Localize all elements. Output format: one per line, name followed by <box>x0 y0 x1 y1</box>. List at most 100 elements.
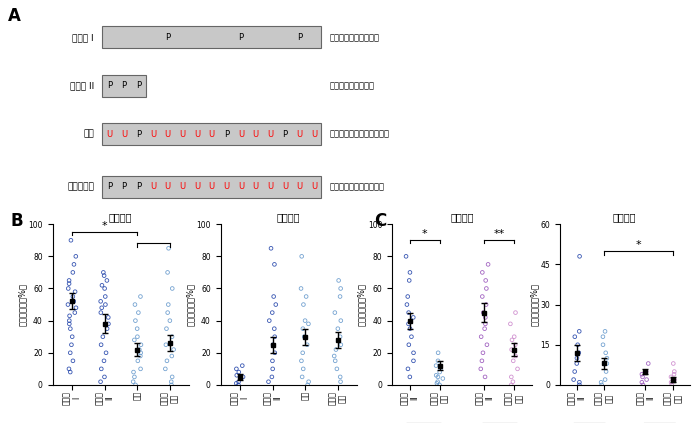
Point <box>130 317 141 324</box>
Point <box>479 325 490 332</box>
Point <box>99 272 110 279</box>
Point <box>69 309 80 316</box>
Point <box>269 261 280 268</box>
Point <box>264 317 275 324</box>
Point <box>160 341 172 348</box>
Point <box>166 382 177 388</box>
Point <box>135 349 146 356</box>
Point <box>476 357 487 364</box>
Bar <box>102 123 321 145</box>
Text: 対照群 II: 対照群 II <box>70 81 94 90</box>
Point <box>135 365 146 372</box>
Text: U: U <box>106 130 112 139</box>
Text: P: P <box>239 33 244 42</box>
Point <box>597 341 608 348</box>
Point <box>134 346 145 353</box>
Text: U: U <box>238 130 244 139</box>
Point <box>668 371 680 378</box>
Point <box>668 368 680 375</box>
Point <box>99 374 110 380</box>
Point <box>408 357 419 364</box>
Point <box>643 360 654 367</box>
Point <box>233 369 244 376</box>
Text: U: U <box>150 130 156 139</box>
Point <box>405 325 416 332</box>
Title: 音の記憶: 音の記憶 <box>109 212 132 222</box>
Point <box>571 360 582 367</box>
Point <box>299 333 310 340</box>
Point <box>64 313 75 319</box>
Point <box>573 349 584 356</box>
Text: U: U <box>311 130 317 139</box>
Text: A: A <box>8 7 21 25</box>
Point <box>475 365 486 372</box>
Point <box>297 374 308 380</box>
Text: U: U <box>253 182 258 192</box>
Text: P: P <box>282 130 288 139</box>
Point <box>162 301 174 308</box>
Point <box>636 371 648 378</box>
Text: U: U <box>194 182 200 192</box>
Text: *: * <box>102 221 107 231</box>
Title: 音の記憶: 音の記憶 <box>450 212 474 222</box>
Text: U: U <box>194 130 200 139</box>
Text: P: P <box>136 81 141 90</box>
Point <box>302 341 313 348</box>
Point <box>480 277 491 284</box>
Point <box>574 253 585 260</box>
Point <box>574 382 585 388</box>
Point <box>135 293 146 300</box>
Point <box>96 305 107 311</box>
Point <box>335 293 346 300</box>
Point <box>335 333 346 340</box>
Point <box>67 293 78 300</box>
Point <box>163 245 174 252</box>
Text: U: U <box>267 182 273 192</box>
Bar <box>102 26 321 48</box>
Point <box>480 374 491 380</box>
Point <box>569 333 580 340</box>
Point <box>636 379 648 386</box>
Point <box>95 309 106 316</box>
Point <box>69 288 80 295</box>
Point <box>666 382 678 388</box>
Text: U: U <box>311 182 317 192</box>
Point <box>64 321 75 327</box>
Point <box>300 293 312 300</box>
Point <box>572 341 583 348</box>
Point <box>481 285 492 292</box>
Point <box>267 309 278 316</box>
Point <box>267 341 279 348</box>
Point <box>237 374 248 380</box>
Point <box>103 321 114 327</box>
Point <box>66 341 77 348</box>
Point <box>597 333 608 340</box>
Point <box>482 261 493 268</box>
Point <box>506 346 517 353</box>
Point <box>480 301 491 308</box>
Point <box>266 374 277 380</box>
Point <box>64 317 75 324</box>
Point <box>96 365 107 372</box>
Point <box>574 379 585 386</box>
Point <box>640 368 652 375</box>
Point <box>405 269 416 276</box>
Point <box>335 374 346 380</box>
Point <box>95 298 106 305</box>
Point <box>265 245 276 252</box>
Text: B: B <box>10 212 23 230</box>
Text: P: P <box>106 182 112 192</box>
Point <box>132 357 144 364</box>
Point <box>64 277 75 284</box>
Point <box>328 353 339 360</box>
Point <box>596 379 607 386</box>
Point <box>333 277 344 284</box>
Point <box>64 280 75 287</box>
Point <box>237 362 248 369</box>
Point <box>335 317 346 324</box>
Text: *: * <box>636 240 641 250</box>
Bar <box>102 176 321 198</box>
Point <box>430 372 442 379</box>
Point <box>166 378 177 385</box>
Point <box>167 333 178 340</box>
